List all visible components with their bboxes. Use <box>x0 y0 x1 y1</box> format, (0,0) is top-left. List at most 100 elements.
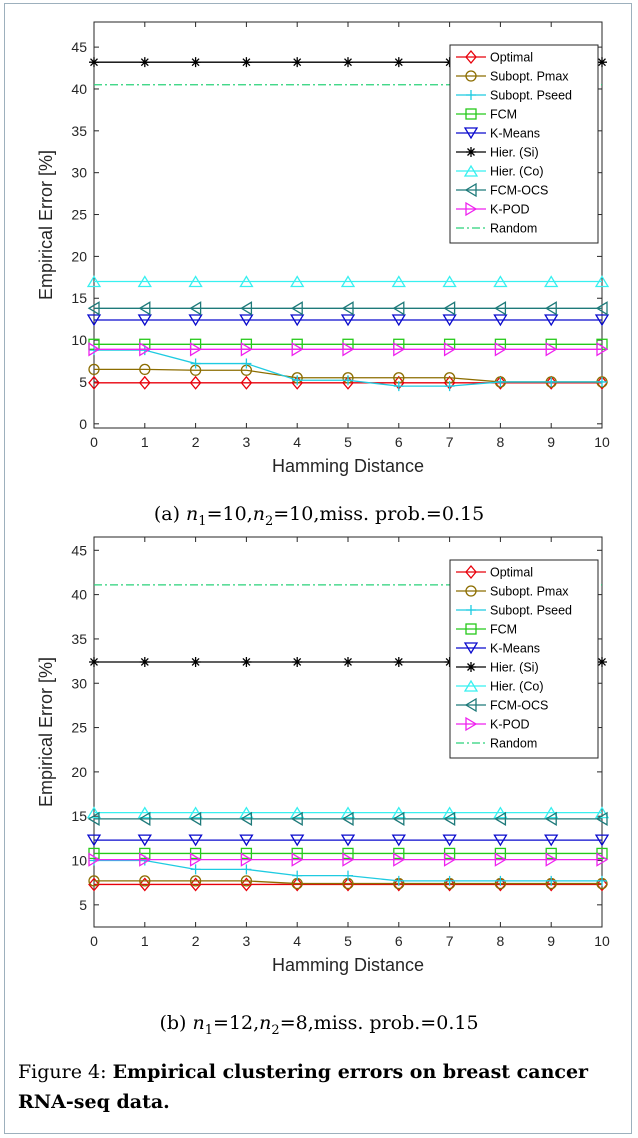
data-point <box>139 852 152 867</box>
x-axis-label: Hamming Distance <box>272 955 424 975</box>
data-point <box>493 275 508 288</box>
data-point <box>391 834 406 847</box>
legend: Optimal Subopt. Pmax Subopt. Pseed FCM K-Mea… <box>449 559 599 759</box>
data-point <box>494 877 507 892</box>
data-point <box>544 806 559 819</box>
legend-entry: FCM-OCS <box>490 184 548 198</box>
data-point <box>239 275 254 288</box>
data-point <box>340 834 356 847</box>
figure-label: Figure 4: <box>18 1061 107 1083</box>
y-tick-label: 15 <box>71 290 87 306</box>
data-point <box>137 275 152 288</box>
data-point <box>139 342 152 357</box>
data-point <box>138 811 151 827</box>
data-point <box>444 875 455 886</box>
legend-marker <box>465 564 477 580</box>
y-tick-label: 20 <box>71 248 87 264</box>
data-point <box>89 656 99 667</box>
legend-marker <box>466 147 476 157</box>
data-point <box>343 870 353 881</box>
legend-marker <box>465 716 478 732</box>
x-tick-label: 5 <box>344 434 352 450</box>
series-k-pod <box>88 852 609 867</box>
data-point <box>240 875 253 887</box>
data-point <box>443 301 456 316</box>
data-point <box>442 314 457 327</box>
legend-entry: Random <box>490 737 537 751</box>
data-point <box>393 342 406 357</box>
data-point <box>240 811 253 827</box>
data-point <box>393 875 404 886</box>
data-point <box>594 834 610 847</box>
data-point <box>138 301 151 316</box>
y-tick-label: 30 <box>71 675 87 691</box>
legend-entry: FCM-OCS <box>490 699 548 713</box>
data-point <box>544 301 557 316</box>
x-tick-label: 3 <box>243 434 251 450</box>
data-point <box>393 381 404 392</box>
data-point <box>546 875 557 886</box>
series-k-means <box>86 834 610 847</box>
data-point <box>87 811 100 827</box>
x-tick-label: 9 <box>547 933 555 949</box>
data-point <box>442 806 457 819</box>
data-point <box>341 301 354 316</box>
series-subopt-pseed <box>89 855 607 886</box>
data-point <box>290 811 303 827</box>
data-point <box>597 875 607 886</box>
data-point <box>190 864 201 875</box>
y-tick-label: 20 <box>71 764 87 780</box>
subcaption-b: (b) n1=12,n2=8,miss. prob.=0.15 <box>159 1012 479 1038</box>
data-point <box>138 877 151 892</box>
legend-entry: Subopt. Pmax <box>490 585 569 599</box>
x-tick-label: 9 <box>547 434 555 450</box>
x-tick-label: 8 <box>497 933 505 949</box>
data-point <box>137 314 152 327</box>
y-axis-label: Empirical Error [%] <box>36 150 56 300</box>
y-tick-label: 5 <box>79 897 87 913</box>
data-point <box>189 375 202 390</box>
data-point <box>290 301 303 316</box>
data-point <box>493 834 508 847</box>
subcaption-text-2: =10,miss. prob.=0.15 <box>273 503 485 525</box>
legend-entry: K-Means <box>490 642 540 656</box>
series-fcm-ocs <box>87 301 608 316</box>
data-point <box>292 870 303 881</box>
data-point <box>88 875 100 887</box>
x-axis-label: Hamming Distance <box>272 456 424 476</box>
data-point <box>190 57 201 68</box>
legend-entry: Hier. (Si) <box>490 661 539 675</box>
x-tick-label: 4 <box>293 434 301 450</box>
series-fcm-ocs <box>87 811 608 827</box>
data-point <box>391 314 406 327</box>
y-tick-label: 45 <box>71 542 87 558</box>
data-point <box>89 57 99 68</box>
data-point <box>595 301 608 316</box>
series-k-means <box>86 314 610 327</box>
data-point <box>545 877 558 892</box>
figure-caption: Figure 4: Empirical clustering errors on… <box>18 1057 624 1117</box>
data-point <box>594 806 610 819</box>
legend-marker <box>464 697 477 713</box>
data-point <box>137 806 152 819</box>
subcaption-a: (a) n1=10,n2=10,miss. prob.=0.15 <box>153 503 485 529</box>
subcaption-label: (a) <box>153 503 180 525</box>
legend-entry: Random <box>490 222 537 236</box>
subcaption-text-2: =8,miss. prob.=0.15 <box>279 1012 479 1034</box>
data-point <box>494 342 507 357</box>
data-point <box>240 852 253 867</box>
data-point <box>189 852 202 867</box>
series-optimal <box>88 877 608 892</box>
data-point <box>139 363 151 376</box>
legend-entry: FCM <box>490 623 517 637</box>
data-point <box>292 57 303 68</box>
data-point <box>342 877 354 892</box>
data-point <box>188 834 203 847</box>
data-point <box>139 656 150 667</box>
data-point <box>597 376 607 387</box>
data-point <box>291 877 304 892</box>
data-point <box>86 806 102 819</box>
data-point <box>240 375 253 390</box>
